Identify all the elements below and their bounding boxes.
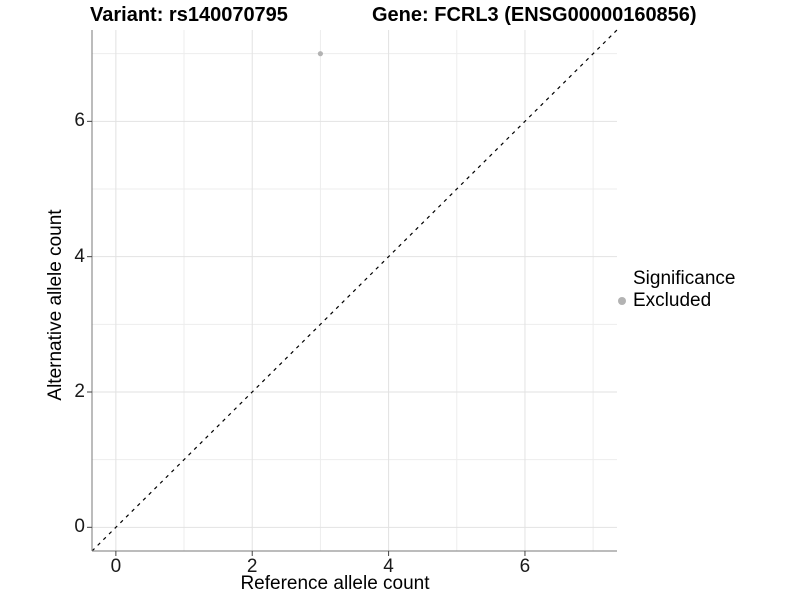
gene-title: Gene: FCRL3 (ENSG00000160856) [372,4,697,26]
variant-title: Variant: rs140070795 [90,4,288,26]
data-point-excluded [317,51,324,57]
y-tick-label: 0 [74,516,85,538]
y-tick-label: 2 [74,380,85,402]
y-tick-label: 4 [74,245,85,267]
x-axis-label: Reference allele count [240,573,430,594]
legend-title: Significance [633,268,736,289]
y-tick-label: 6 [74,110,85,132]
y-axis-label: Alternative allele count [45,209,66,401]
legend-item-label: Excluded [633,290,712,311]
x-tick-label: 4 [383,556,394,577]
x-tick-label: 6 [519,556,531,577]
excluded-point-swatch-icon [618,297,626,305]
legend: Significance Excluded [610,268,735,312]
legend-item-excluded: Excluded [610,290,735,312]
identity-line [91,29,618,552]
x-tick-label: 0 [110,556,122,577]
x-tick-label: 2 [246,556,258,577]
